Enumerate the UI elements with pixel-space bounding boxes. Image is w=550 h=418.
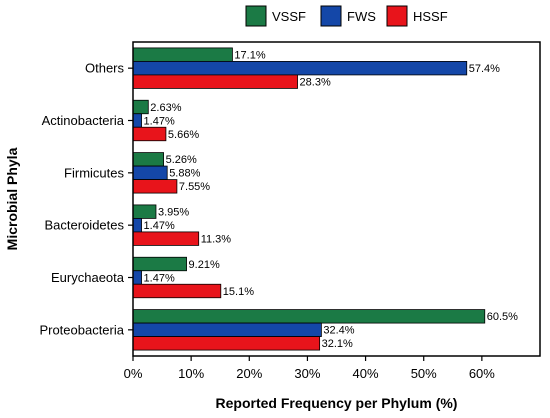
- x-tick-label: 50%: [411, 366, 437, 381]
- bar-vssf: [132, 256, 187, 272]
- data-label: 5.88%: [169, 168, 200, 180]
- data-label: 5.66%: [168, 129, 199, 141]
- data-label: 2.63%: [150, 102, 181, 114]
- data-label: 60.5%: [487, 311, 518, 323]
- data-label: 5.26%: [166, 154, 197, 166]
- x-tick-label: 40%: [353, 366, 379, 381]
- category-label: Others: [85, 61, 125, 76]
- bars-group: 60.5% 32.4%32.1% 9.21% 1.47% 15.1% 3.95% 1.47%…: [132, 47, 518, 351]
- x-tick-label: 60%: [469, 366, 495, 381]
- x-tick-label: 10%: [178, 366, 204, 381]
- x-axis-title: Reported Frequency per Phylum (%): [216, 395, 458, 411]
- x-tick-label: 20%: [236, 366, 262, 381]
- bar-vssf: [132, 309, 486, 324]
- category-label: Bacteroidetes: [45, 218, 125, 233]
- data-label: 17.1%: [234, 49, 265, 61]
- bar-hssf: [132, 126, 167, 142]
- bar-fws: [132, 322, 322, 337]
- data-label: 15.1%: [223, 286, 254, 298]
- category-label: Proteobacteria: [39, 322, 124, 337]
- data-label: 28.3%: [300, 76, 331, 88]
- legend-label: HSSF: [413, 9, 448, 24]
- x-tick-label: 30%: [294, 366, 320, 381]
- bar-vssf: [132, 99, 149, 115]
- data-label: 57.4%: [469, 63, 500, 75]
- data-label: 7.55%: [179, 181, 210, 193]
- category-label: Eurychaeota: [51, 270, 125, 285]
- data-label: 3.95%: [158, 206, 189, 218]
- plot-frame: [132, 41, 541, 357]
- data-label: 1.47%: [144, 115, 175, 127]
- bar-vssf: [132, 152, 164, 167]
- legend-label: FWS: [347, 9, 376, 24]
- data-label: 32.1%: [322, 338, 353, 350]
- category-label: Actinobacteria: [42, 113, 125, 128]
- legend: VSSF FWS HSSF: [245, 5, 448, 27]
- data-label: 1.47%: [144, 272, 175, 284]
- bar-fws: [132, 270, 142, 285]
- bar-fws: [132, 218, 142, 233]
- x-tick-label: 0%: [124, 366, 143, 381]
- legend-label: VSSF: [272, 9, 306, 24]
- bar-hssf: [132, 179, 178, 194]
- data-label: 9.21%: [189, 259, 220, 271]
- bar-fws: [132, 113, 142, 128]
- y-axis-title: Microbial Phyla: [4, 147, 20, 250]
- axes-group: 0% 10% 20% 30% 40% 50% 60% Proteobacteria Eurych…: [39, 41, 541, 381]
- bar-vssf: [132, 47, 233, 62]
- category-label: Firmicutes: [64, 165, 124, 180]
- bar-fws: [132, 165, 168, 180]
- data-label: 1.47%: [144, 220, 175, 232]
- legend-swatch-fws: [320, 5, 342, 27]
- bar-hssf: [132, 336, 321, 351]
- data-label: 11.3%: [201, 233, 232, 245]
- legend-swatch-hssf: [386, 5, 408, 27]
- data-label: 32.4%: [323, 325, 354, 337]
- bar-hssf: [132, 283, 222, 299]
- bar-hssf: [132, 231, 200, 246]
- bar-vssf: [132, 204, 157, 219]
- bar-hssf: [132, 74, 298, 89]
- legend-swatch-vssf: [245, 5, 267, 27]
- bar-fws: [132, 61, 468, 76]
